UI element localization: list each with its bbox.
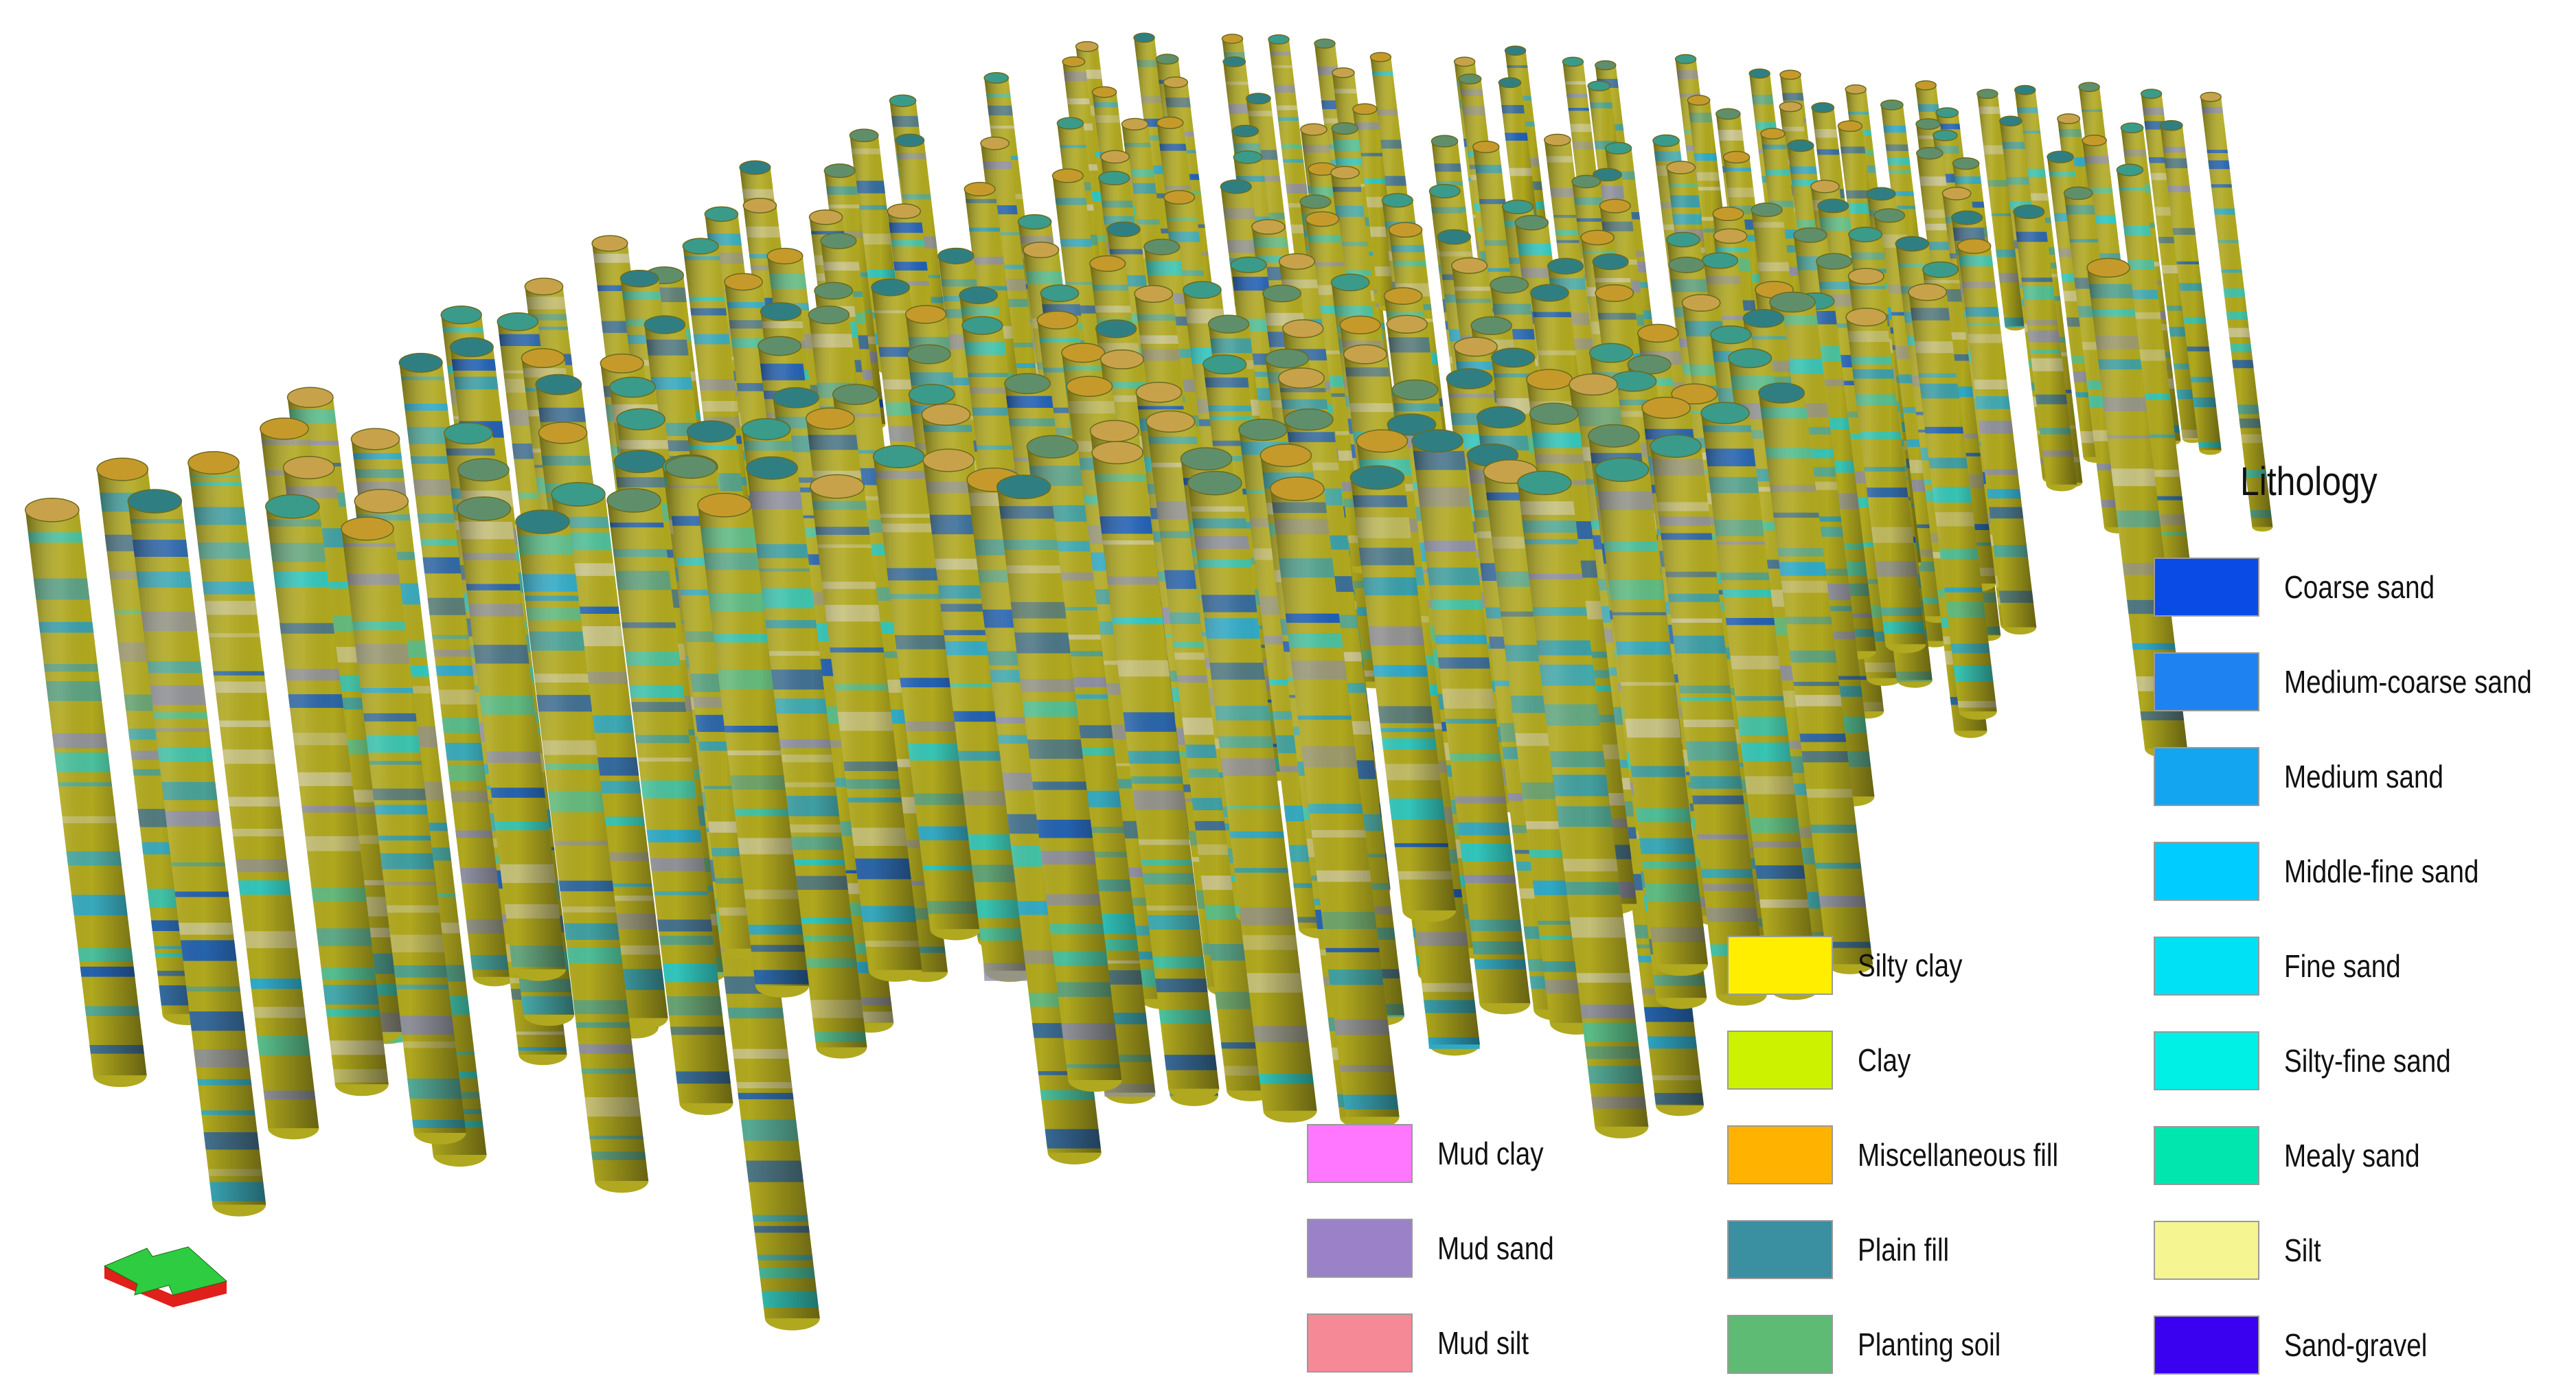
- legend-label-fine-sand: Fine sand: [2284, 948, 2401, 984]
- legend-swatch-sand-gravel: [2154, 1316, 2259, 1375]
- legend-swatch-medium-sand: [2154, 747, 2259, 806]
- legend-label-clay: Clay: [1858, 1042, 1911, 1078]
- legend-item-planting-soil: Planting soil: [1727, 1315, 2028, 1374]
- legend-swatch-medium-coarse-sand: [2154, 652, 2259, 711]
- legend-item-silty-clay: Silty clay: [1727, 936, 1982, 995]
- borehole-column[interactable]: [398, 352, 516, 987]
- borehole-column[interactable]: [1976, 89, 2026, 331]
- legend-swatch-coarse-sand: [2154, 558, 2259, 617]
- legend-label-planting-soil: Planting soil: [1858, 1327, 2001, 1362]
- borehole-column[interactable]: [1270, 477, 1400, 1129]
- legend-label-mud-clay: Mud clay: [1437, 1136, 1544, 1171]
- legend-swatch-plain-fill: [1727, 1220, 1833, 1279]
- borehole-column[interactable]: [810, 474, 922, 982]
- legend-label-mud-silt: Mud silt: [1437, 1325, 1529, 1361]
- borehole-column[interactable]: [1957, 238, 2037, 635]
- legend-swatch-mud-silt: [1307, 1313, 1413, 1373]
- legend-swatch-mealy-sand: [2154, 1126, 2259, 1185]
- legend-item-mud-sand: Mud sand: [1307, 1219, 1576, 1278]
- legend-item-miscellaneous-fill: Miscellaneous fill: [1727, 1125, 2097, 1184]
- legend-label-silty-clay: Silty clay: [1858, 948, 1963, 983]
- borehole-column[interactable]: [1650, 434, 1767, 1006]
- borehole-column[interactable]: [456, 496, 567, 981]
- legend-label-coarse-sand: Coarse sand: [2284, 569, 2435, 605]
- borehole-column[interactable]: [2086, 257, 2187, 758]
- legend-item-coarse-sand: Coarse sand: [2154, 558, 2463, 617]
- orientation-arrow-icon[interactable]: [98, 1241, 235, 1317]
- borehole-column[interactable]: [1517, 470, 1649, 1139]
- legend-item-silt: Silt: [2154, 1221, 2328, 1280]
- legend-swatch-mud-sand: [1307, 1219, 1413, 1278]
- legend-swatch-miscellaneous-fill: [1727, 1125, 1833, 1184]
- borehole-column[interactable]: [341, 516, 466, 1145]
- borehole-column[interactable]: [2200, 91, 2273, 532]
- borehole-column[interactable]: [1091, 441, 1220, 1100]
- borehole-column[interactable]: [606, 487, 733, 1115]
- legend-swatch-planting-soil: [1727, 1315, 1833, 1374]
- borehole-column[interactable]: [996, 474, 1122, 1092]
- legend-label-middle-fine-sand: Middle-fine sand: [2284, 853, 2479, 889]
- borehole-column[interactable]: [1908, 283, 1997, 720]
- borehole-column[interactable]: [922, 448, 1036, 983]
- legend-label-miscellaneous-fill: Miscellaneous fill: [1858, 1137, 2059, 1173]
- borehole-column[interactable]: [1594, 457, 1709, 976]
- legend-item-fine-sand: Fine sand: [2154, 937, 2423, 996]
- borehole-column[interactable]: [265, 494, 389, 1097]
- legend-item-middle-fine-sand: Middle-fine sand: [2154, 842, 2516, 901]
- borehole-column[interactable]: [25, 497, 147, 1088]
- borehole-column[interactable]: [746, 456, 867, 1059]
- legend-label-mealy-sand: Mealy sand: [2284, 1138, 2420, 1173]
- legend-item-plain-fill: Plain fill: [1727, 1220, 1967, 1279]
- legend-item-mealy-sand: Mealy sand: [2154, 1126, 2446, 1185]
- legend-item-sand-gravel: Sand-gravel: [2154, 1316, 2454, 1375]
- legend-item-mud-silt: Mud silt: [1307, 1313, 1546, 1373]
- legend-label-medium-coarse-sand: Medium-coarse sand: [2284, 664, 2532, 700]
- borehole-column[interactable]: [1700, 402, 1819, 1000]
- borehole-column[interactable]: [1187, 470, 1317, 1123]
- legend-label-plain-fill: Plain fill: [1858, 1232, 1950, 1267]
- legend-swatch-fine-sand: [2154, 937, 2259, 996]
- borehole-column[interactable]: [697, 492, 810, 998]
- legend-title: Lithology: [2240, 459, 2378, 504]
- borehole-column[interactable]: [1411, 429, 1531, 1015]
- legend-swatch-silt: [2154, 1221, 2259, 1280]
- legend-swatch-mud-clay: [1307, 1124, 1413, 1183]
- borehole-column[interactable]: [127, 489, 266, 1217]
- borehole-column[interactable]: [872, 445, 981, 941]
- legend-label-silt: Silt: [2284, 1232, 2321, 1268]
- legend-swatch-silty-fine-sand: [2154, 1031, 2259, 1090]
- borehole-column[interactable]: [515, 509, 649, 1193]
- borehole-column[interactable]: [2013, 204, 2077, 492]
- borehole-column[interactable]: [1758, 382, 1873, 974]
- legend-item-clay: Clay: [1727, 1031, 1921, 1090]
- legend-item-medium-sand: Medium sand: [2154, 747, 2474, 806]
- legend-item-medium-coarse-sand: Medium-coarse sand: [2154, 652, 2576, 711]
- legend-item-silty-fine-sand: Silty-fine sand: [2154, 1031, 2483, 1090]
- borehole-column[interactable]: [2159, 119, 2222, 455]
- legend-swatch-clay: [1727, 1031, 1833, 1090]
- borehole-column[interactable]: [187, 451, 319, 1140]
- legend-label-silty-fine-sand: Silty-fine sand: [2284, 1043, 2451, 1079]
- legend-label-mud-sand: Mud sand: [1437, 1230, 1554, 1266]
- borehole-column[interactable]: [1845, 308, 1926, 654]
- legend-label-sand-gravel: Sand-gravel: [2284, 1327, 2428, 1363]
- legend-swatch-silty-clay: [1727, 936, 1833, 995]
- legend-label-medium-sand: Medium sand: [2284, 759, 2443, 794]
- legend-item-mud-clay: Mud clay: [1307, 1124, 1564, 1183]
- borehole-column[interactable]: [1349, 465, 1457, 923]
- legend-swatch-middle-fine-sand: [2154, 842, 2259, 901]
